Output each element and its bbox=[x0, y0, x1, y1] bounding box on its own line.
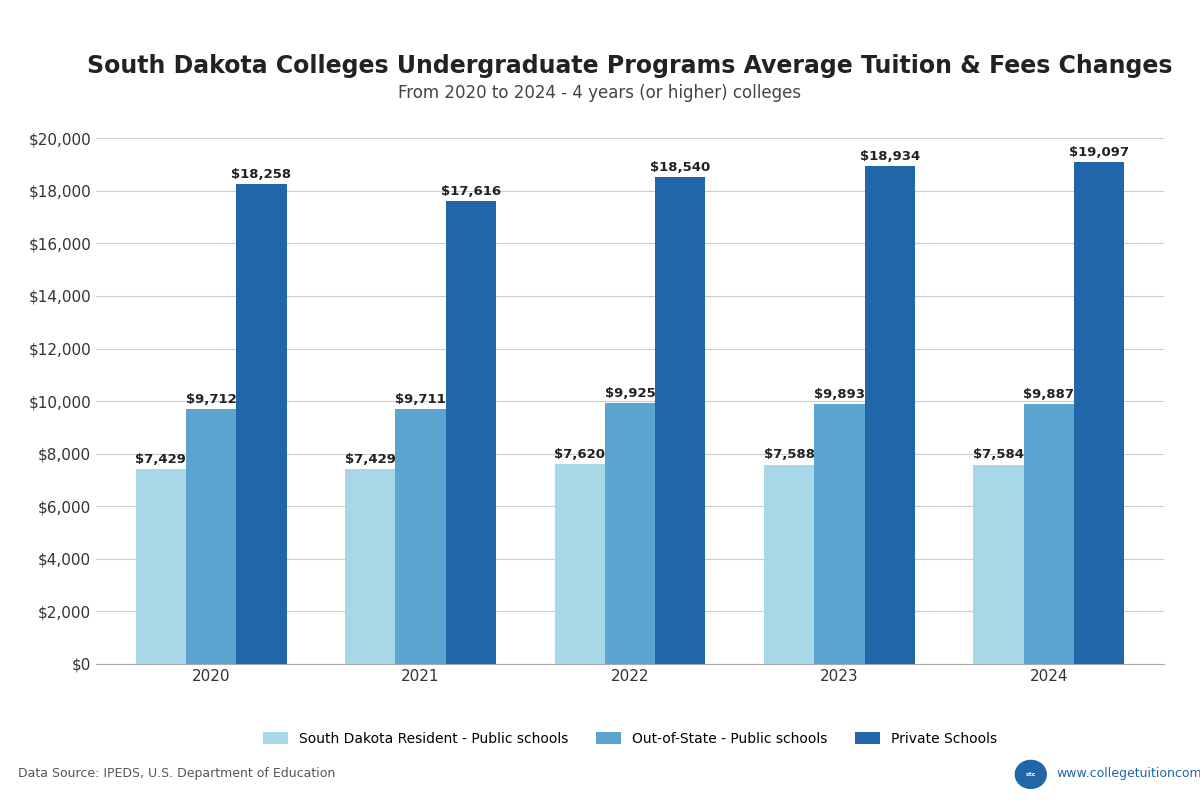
Text: $7,620: $7,620 bbox=[554, 447, 605, 461]
Text: $7,429: $7,429 bbox=[344, 453, 396, 466]
Bar bbox=[1024, 404, 1074, 664]
Bar bbox=[864, 166, 914, 664]
Legend: South Dakota Resident - Public schools, Out-of-State - Public schools, Private S: South Dakota Resident - Public schools, … bbox=[257, 726, 1003, 751]
Text: $18,540: $18,540 bbox=[650, 161, 710, 174]
Bar bbox=[236, 184, 287, 664]
Bar bbox=[1074, 162, 1124, 664]
Bar bbox=[605, 403, 655, 664]
Bar bbox=[396, 409, 445, 664]
Text: From 2020 to 2024 - 4 years (or higher) colleges: From 2020 to 2024 - 4 years (or higher) … bbox=[398, 84, 802, 102]
Bar bbox=[554, 464, 605, 664]
Text: $9,925: $9,925 bbox=[605, 387, 655, 400]
Bar bbox=[136, 469, 186, 664]
Text: $9,712: $9,712 bbox=[186, 393, 236, 406]
Text: $19,097: $19,097 bbox=[1069, 146, 1129, 159]
Text: Data Source: IPEDS, U.S. Department of Education: Data Source: IPEDS, U.S. Department of E… bbox=[18, 767, 335, 780]
Text: $18,258: $18,258 bbox=[232, 168, 292, 181]
Circle shape bbox=[1015, 761, 1046, 788]
Text: $9,893: $9,893 bbox=[814, 388, 865, 401]
Bar bbox=[815, 404, 864, 664]
Text: $9,711: $9,711 bbox=[395, 393, 446, 406]
Title: South Dakota Colleges Undergraduate Programs Average Tuition & Fees Changes: South Dakota Colleges Undergraduate Prog… bbox=[88, 54, 1172, 78]
Text: www.collegetuitioncompare.com: www.collegetuitioncompare.com bbox=[1056, 767, 1200, 780]
Text: $9,887: $9,887 bbox=[1024, 388, 1074, 401]
Text: $7,588: $7,588 bbox=[763, 448, 815, 462]
Bar bbox=[655, 177, 706, 664]
Text: ctc: ctc bbox=[1026, 772, 1036, 777]
Bar bbox=[346, 469, 396, 664]
Bar bbox=[445, 201, 496, 664]
Text: $7,429: $7,429 bbox=[136, 453, 186, 466]
Text: $7,584: $7,584 bbox=[973, 449, 1024, 462]
Text: $17,616: $17,616 bbox=[440, 185, 500, 198]
Text: $18,934: $18,934 bbox=[859, 150, 919, 163]
Bar bbox=[186, 409, 236, 664]
Bar bbox=[764, 465, 815, 664]
Bar bbox=[973, 465, 1024, 664]
